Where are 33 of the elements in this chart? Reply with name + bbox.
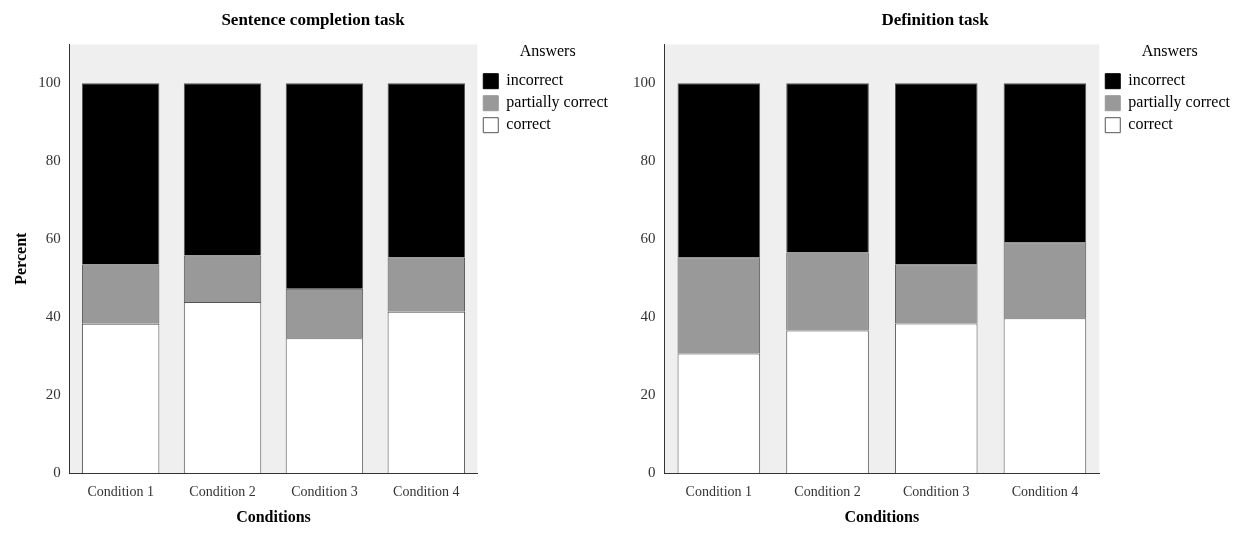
y-tick-label: 20 xyxy=(640,386,656,403)
y-tick-label: 80 xyxy=(45,152,61,169)
y-tick-label: 100 xyxy=(633,74,656,91)
legend-label: incorrect xyxy=(506,71,564,89)
y-tick-label: 60 xyxy=(640,230,656,247)
x-tick-label: Condition 3 xyxy=(291,484,358,500)
legend-label: correct xyxy=(506,115,552,133)
y-tick-label: 100 xyxy=(38,74,61,91)
x-tick-label: Condition 2 xyxy=(794,484,861,500)
x-axis-title: Conditions xyxy=(236,507,311,525)
y-tick-label: 60 xyxy=(45,230,61,247)
legend-label: partially correct xyxy=(506,93,609,112)
y-tick-label: 0 xyxy=(648,463,656,480)
x-tick-label: Condition 3 xyxy=(902,484,970,500)
x-tick-label: Condition 1 xyxy=(87,484,154,500)
x-tick-label: Condition 4 xyxy=(393,484,460,500)
y-tick-label: 80 xyxy=(640,152,656,169)
y-tick-label: 40 xyxy=(45,308,61,325)
y-axis-title: Percent xyxy=(11,231,29,285)
x-tick-label: Condition 4 xyxy=(1011,484,1079,500)
x-tick-label: Condition 2 xyxy=(189,484,256,500)
legend-label: incorrect xyxy=(1128,71,1186,89)
y-tick-label: 20 xyxy=(45,386,61,403)
x-tick-label: Condition 1 xyxy=(685,484,753,500)
y-tick-label: 40 xyxy=(640,308,656,325)
chart-title: Sentence completion task xyxy=(221,9,406,29)
legend-label: correct xyxy=(1128,115,1174,133)
legend-title: Answers xyxy=(1141,42,1198,60)
x-axis-title: Conditions xyxy=(844,507,920,525)
legend-title: Answers xyxy=(519,42,576,60)
legend-label: partially correct xyxy=(1128,93,1231,112)
y-tick-label: 0 xyxy=(53,463,61,480)
chart-title: Definition task xyxy=(881,9,990,29)
